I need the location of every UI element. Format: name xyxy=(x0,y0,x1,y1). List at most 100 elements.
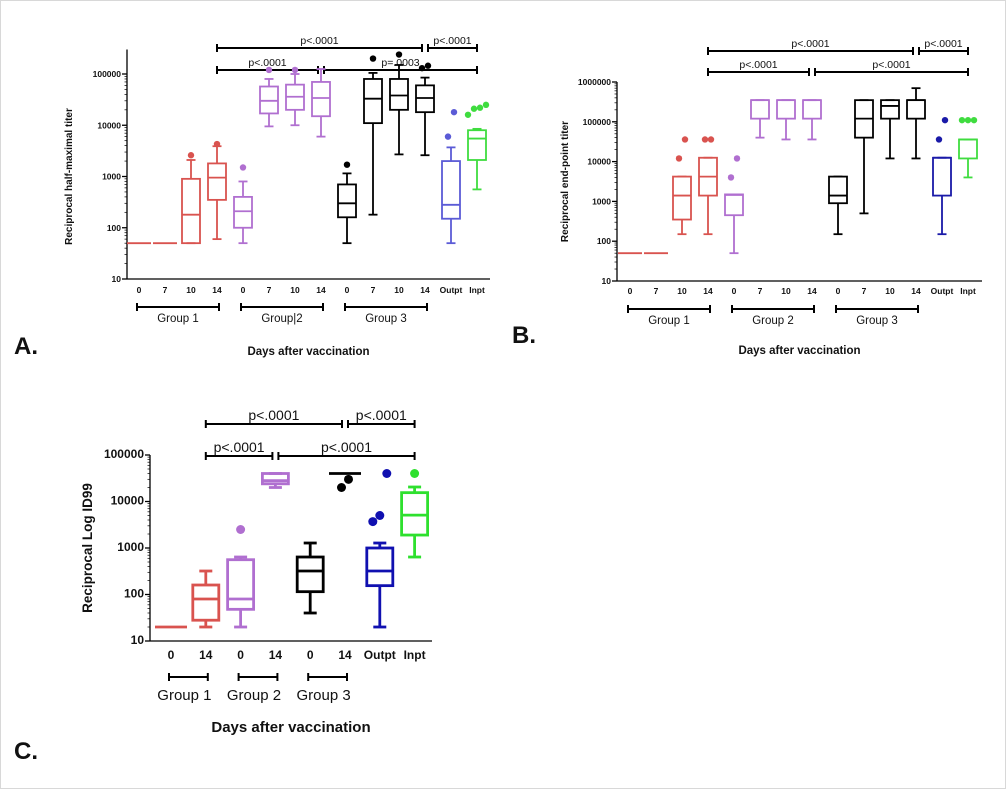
group-label: Group 3 xyxy=(365,313,407,325)
group-bracket xyxy=(240,303,324,311)
x-tick-label: 10 xyxy=(186,285,196,295)
group-label: Group|2 xyxy=(261,313,302,325)
box-6 xyxy=(776,99,796,141)
group-bracket xyxy=(627,305,711,313)
p-value-label: p<.0001 xyxy=(248,57,286,69)
outlier-point xyxy=(470,105,478,112)
outlier-point xyxy=(464,111,472,118)
box-10 xyxy=(389,51,409,156)
outlier-point xyxy=(291,66,299,74)
box-8 xyxy=(337,161,357,245)
x-tick-label: 0 xyxy=(137,285,142,295)
y-tick-label: 100000 xyxy=(104,447,144,461)
outlier-point xyxy=(444,133,452,140)
outlier-point xyxy=(337,483,346,493)
significance-bracket xyxy=(347,420,416,428)
box-13 xyxy=(464,101,490,191)
outlier-point xyxy=(970,116,978,124)
p-value-label: p=.0003 xyxy=(381,57,419,69)
y-tick-label: 10000 xyxy=(587,157,611,167)
box-iqr xyxy=(672,175,692,221)
box-4 xyxy=(295,541,325,615)
box-13 xyxy=(958,116,978,179)
box-iqr xyxy=(363,78,383,125)
outlier-point xyxy=(343,161,351,168)
box-iqr xyxy=(802,99,822,120)
outlier-point xyxy=(344,474,353,484)
x-tick-label: 10 xyxy=(781,286,791,296)
outlier-point xyxy=(368,517,378,527)
x-tick-label: 14 xyxy=(807,286,817,296)
box-iqr xyxy=(226,558,256,611)
group-label: Group 3 xyxy=(856,315,898,327)
significance-bracket xyxy=(204,452,274,460)
x-tick-label: 0 xyxy=(345,285,350,295)
p-value-label: p<.0001 xyxy=(356,407,407,423)
x-tick-label: 0 xyxy=(168,648,175,662)
y-tick-label: 10 xyxy=(112,274,122,284)
group-bracket xyxy=(136,303,220,311)
x-tick-label: 7 xyxy=(267,285,272,295)
box-6 xyxy=(285,66,305,127)
p-value-label: p<.0001 xyxy=(433,35,471,47)
y-tick-label: 10 xyxy=(602,276,612,286)
group-bracket xyxy=(307,673,348,681)
box-2 xyxy=(181,152,201,245)
x-tick-label: 10 xyxy=(290,285,300,295)
x-tick-label: Outpt xyxy=(931,286,954,296)
box-11 xyxy=(906,87,926,160)
outlier-point xyxy=(395,51,403,58)
x-tick-label: 10 xyxy=(394,285,404,295)
group-label: Group 1 xyxy=(157,313,199,325)
box-3 xyxy=(260,472,290,489)
x-tick-label: Inpt xyxy=(960,286,976,296)
box-9 xyxy=(854,99,874,215)
outlier-point xyxy=(187,152,195,159)
x-axis-label: Days after vaccination xyxy=(247,346,369,358)
group-bracket xyxy=(237,673,279,681)
x-tick-label: 14 xyxy=(420,285,430,295)
significance-bracket xyxy=(277,452,416,460)
significance-bracket xyxy=(707,47,914,55)
box-iqr xyxy=(750,99,770,120)
x-tick-label: 0 xyxy=(241,285,246,295)
outlier-point xyxy=(476,104,484,111)
x-tick-label: 14 xyxy=(212,285,222,295)
box-iqr xyxy=(441,160,461,220)
x-tick-label: 7 xyxy=(758,286,763,296)
box-iqr xyxy=(828,175,848,205)
outlier-point xyxy=(382,469,392,479)
box-iqr xyxy=(260,472,290,486)
y-tick-label: 1000 xyxy=(117,540,144,554)
x-tick-label: 14 xyxy=(199,648,213,662)
x-tick-label: Outpt xyxy=(440,285,463,295)
x-tick-label: 14 xyxy=(703,286,713,296)
x-tick-label: 7 xyxy=(654,286,659,296)
outlier-point xyxy=(375,510,385,520)
box-iqr xyxy=(233,195,253,229)
p-value-label: p<.0001 xyxy=(924,38,962,50)
outlier-point xyxy=(482,101,490,109)
box-7 xyxy=(400,469,430,559)
outlier-point xyxy=(707,136,715,143)
box-12 xyxy=(441,108,461,245)
group-label: Group 1 xyxy=(157,687,211,704)
outlier-point xyxy=(701,136,709,143)
group-label: Group 3 xyxy=(296,687,350,704)
box-4 xyxy=(233,164,253,245)
box-iqr xyxy=(337,183,357,219)
y-tick-label: 100 xyxy=(597,236,611,246)
y-tick-label: 10000 xyxy=(111,494,145,508)
y-axis-label: Reciprocal half-maximal titer xyxy=(64,108,75,245)
box-iqr xyxy=(906,99,926,120)
p-value-label: p<.0001 xyxy=(791,38,829,50)
box-1 xyxy=(191,569,221,629)
p-value-label: p<.0001 xyxy=(872,59,910,71)
box-9 xyxy=(363,55,383,216)
panel-label-a: A. xyxy=(14,333,38,360)
box-iqr xyxy=(207,162,227,201)
panel-c: 10 100 1000 10000 100000 Reciprocal Log ID99 0… xyxy=(80,407,432,736)
outlier-point xyxy=(410,469,420,479)
